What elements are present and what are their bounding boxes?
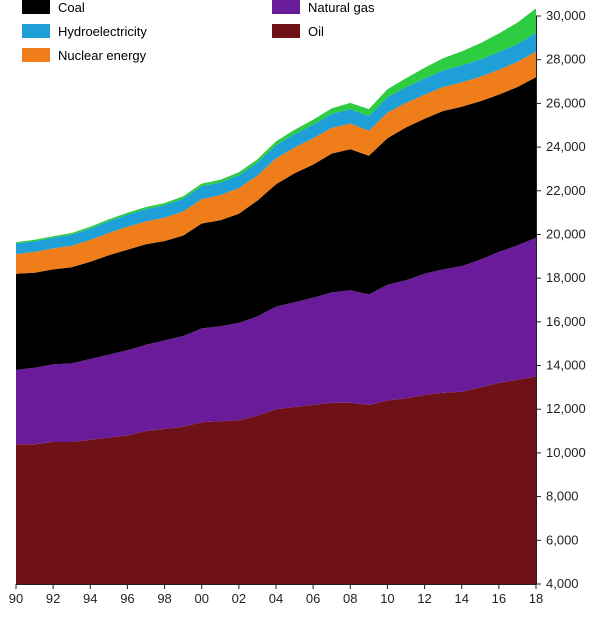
y-tick-label: 12,000 bbox=[546, 401, 586, 416]
y-tick-label: 20,000 bbox=[546, 226, 586, 241]
legend-swatch-hydro bbox=[22, 24, 50, 38]
legend-item-hydro: Hydroelectricity bbox=[22, 24, 147, 39]
x-tick-label: 12 bbox=[417, 591, 431, 606]
y-tick-label: 22,000 bbox=[546, 183, 586, 198]
legend-swatch-oil bbox=[272, 24, 300, 38]
x-tick-label: 06 bbox=[306, 591, 320, 606]
stacked-area-chart: 90 92 94 96 98 00 02 04 06 08 10 12 14 16 184,000 6,000… bbox=[0, 0, 600, 621]
x-tick-label: 16 bbox=[492, 591, 506, 606]
x-tick-label: 04 bbox=[269, 591, 283, 606]
y-tick-label: 10,000 bbox=[546, 445, 586, 460]
x-tick-label: 92 bbox=[46, 591, 60, 606]
legend-label-gas: Natural gas bbox=[308, 0, 375, 15]
y-tick-label: 28,000 bbox=[546, 52, 586, 67]
y-tick-label: 8,000 bbox=[546, 489, 579, 504]
legend-label-nuclear: Nuclear energy bbox=[58, 48, 147, 63]
x-tick-label: 98 bbox=[157, 591, 171, 606]
legend-label-hydro: Hydroelectricity bbox=[58, 24, 147, 39]
x-tick-label: 00 bbox=[194, 591, 208, 606]
legend-swatch-nuclear bbox=[22, 48, 50, 62]
y-tick-label: 24,000 bbox=[546, 139, 586, 154]
y-tick-label: 18,000 bbox=[546, 270, 586, 285]
legend-item-nuclear: Nuclear energy bbox=[22, 48, 147, 63]
y-tick-label: 30,000 bbox=[546, 8, 586, 23]
legend-item-coal: Coal bbox=[22, 0, 85, 15]
legend-item-gas: Natural gas bbox=[272, 0, 375, 15]
x-tick-label: 08 bbox=[343, 591, 357, 606]
chart-canvas: 90 92 94 96 98 00 02 04 06 08 10 12 14 16 184,000 6,000… bbox=[0, 0, 600, 621]
legend-label-coal: Coal bbox=[58, 0, 85, 15]
y-tick-label: 16,000 bbox=[546, 314, 586, 329]
x-tick-label: 14 bbox=[454, 591, 468, 606]
x-tick-label: 96 bbox=[120, 591, 134, 606]
x-tick-label: 94 bbox=[83, 591, 97, 606]
legend-label-oil: Oil bbox=[308, 24, 324, 39]
y-tick-label: 26,000 bbox=[546, 95, 586, 110]
legend-swatch-gas bbox=[272, 0, 300, 14]
legend-swatch-coal bbox=[22, 0, 50, 14]
x-tick-label: 18 bbox=[529, 591, 543, 606]
x-tick-label: 10 bbox=[380, 591, 394, 606]
x-tick-label: 02 bbox=[232, 591, 246, 606]
y-tick-label: 6,000 bbox=[546, 532, 579, 547]
y-tick-label: 14,000 bbox=[546, 358, 586, 373]
y-tick-label: 4,000 bbox=[546, 576, 579, 591]
legend-item-oil: Oil bbox=[272, 24, 324, 39]
x-tick-label: 90 bbox=[9, 591, 23, 606]
